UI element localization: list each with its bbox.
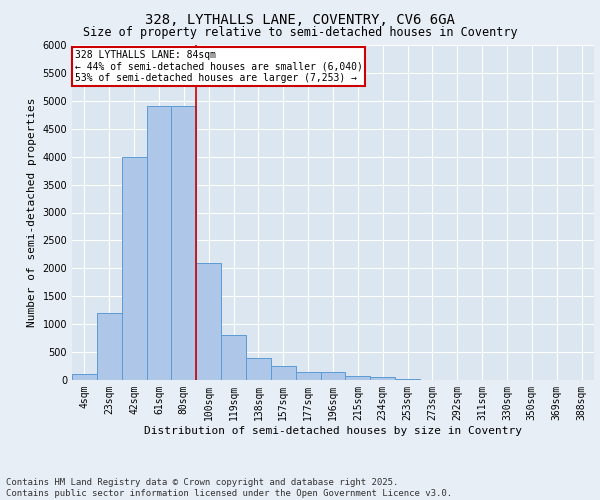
Y-axis label: Number of semi-detached properties: Number of semi-detached properties: [27, 98, 37, 327]
Text: Contains HM Land Registry data © Crown copyright and database right 2025.
Contai: Contains HM Land Registry data © Crown c…: [6, 478, 452, 498]
Bar: [172, 106, 196, 380]
Bar: [146, 106, 172, 380]
Bar: [320, 372, 346, 380]
Text: 328, LYTHALLS LANE, COVENTRY, CV6 6GA: 328, LYTHALLS LANE, COVENTRY, CV6 6GA: [145, 12, 455, 26]
Text: 328 LYTHALLS LANE: 84sqm
← 44% of semi-detached houses are smaller (6,040)
53% o: 328 LYTHALLS LANE: 84sqm ← 44% of semi-d…: [74, 50, 362, 83]
Bar: [395, 379, 420, 380]
Bar: [122, 156, 146, 380]
Bar: [271, 366, 296, 380]
Text: Size of property relative to semi-detached houses in Coventry: Size of property relative to semi-detach…: [83, 26, 517, 39]
Bar: [296, 372, 320, 380]
Bar: [370, 377, 395, 380]
Bar: [196, 263, 221, 380]
X-axis label: Distribution of semi-detached houses by size in Coventry: Distribution of semi-detached houses by …: [144, 426, 522, 436]
Bar: [246, 358, 271, 380]
Bar: [72, 374, 97, 380]
Bar: [221, 336, 246, 380]
Bar: [97, 313, 122, 380]
Bar: [346, 376, 370, 380]
